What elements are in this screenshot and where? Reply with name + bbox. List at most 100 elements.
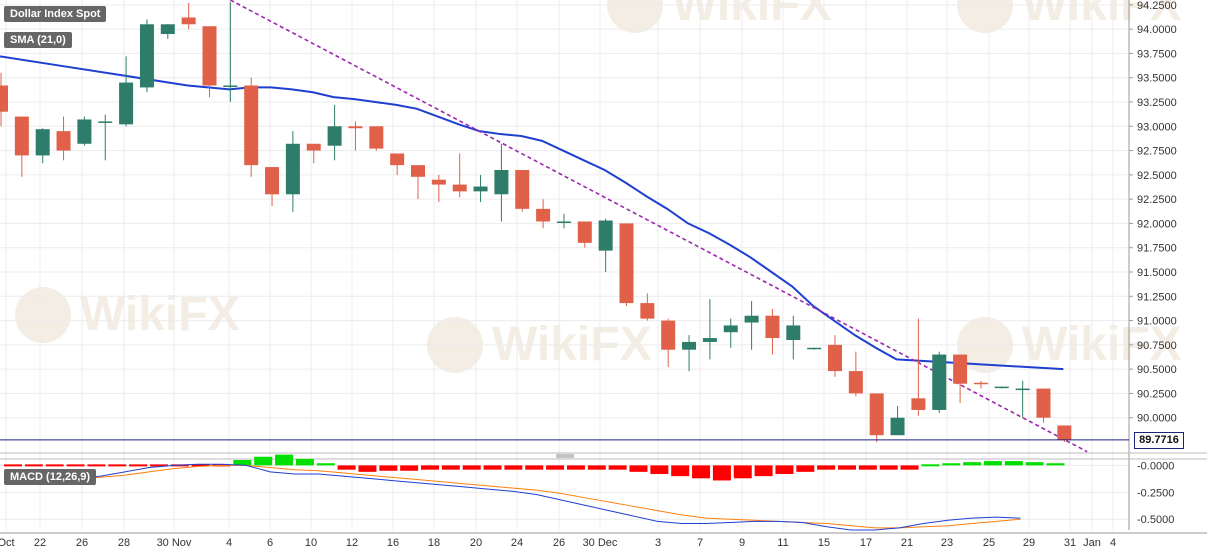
x-tick-label: 15 [818,537,830,549]
x-tick-label: 22 [34,537,46,549]
y-tick-label: 92.0000 [1137,218,1177,230]
candle-body [973,382,988,385]
x-tick-label: 18 [428,537,440,549]
x-tick-label: 29 [1023,537,1035,549]
macd-y-tick-label: -0.2500 [1137,487,1174,499]
candle-body [327,126,342,146]
macd-line [4,463,1021,531]
macd-histogram-bar [858,465,877,470]
candle-body [98,121,113,123]
candle-body [452,184,467,192]
macd-histogram-bar [337,465,356,470]
candle-body [932,354,947,410]
candle-body [598,220,613,251]
candle-body [265,167,280,195]
macd-histogram-bar [295,458,314,466]
macd-histogram-bar [942,463,961,466]
x-tick-label: 12 [346,537,358,549]
y-tick-label: 91.0000 [1137,316,1177,328]
x-tick-label: 23 [941,537,953,549]
macd-legend: MACD (12,26,9) [4,469,97,485]
candle-body [494,170,509,195]
y-tick-label: 93.0000 [1137,121,1177,133]
candle-body [786,325,801,340]
macd-histogram-bar [983,461,1002,466]
candle-body [556,221,571,223]
macd-histogram-bar [421,465,439,470]
candle-body [1015,388,1030,391]
candle-body [181,17,196,25]
candle-body [77,119,92,144]
macd-y-tick-label: -0.0000 [1137,460,1174,472]
sma-legend: SMA (21,0) [4,32,72,48]
macd-histogram-bar [254,456,273,466]
macd-histogram-bar [608,465,627,470]
macd-histogram-bar [45,464,64,467]
macd-histogram-bar [587,465,606,470]
candle-body [35,129,50,156]
macd-histogram-bar [629,465,648,472]
macd-histogram-bar [817,465,836,470]
x-tick-label: 7 [697,537,703,549]
x-tick-label: 4 [226,537,232,549]
y-tick-label: 91.7500 [1137,243,1177,255]
candle-body [536,208,551,222]
candle-body [577,221,592,243]
macd-histogram-bar [149,464,168,467]
candle-body [661,320,676,350]
candle-body [619,223,634,304]
x-tick-label: 21 [901,537,913,549]
watermark-text: WikiFX [80,288,240,341]
macd-histogram-bar [921,464,940,467]
macd-histogram-bar [441,465,460,470]
y-tick-label: 93.5000 [1137,73,1177,85]
watermark-logo [957,0,1013,33]
candle-body [348,126,363,129]
watermark-logo [15,287,71,343]
candle-body [0,85,8,112]
watermark: WikiFX [957,0,1182,33]
candle-body [848,371,863,394]
macd-histogram-bar [733,465,752,479]
macd-histogram-bar [129,464,148,467]
y-tick-label: 94.0000 [1137,24,1177,36]
y-tick-label: 91.2500 [1137,291,1177,303]
macd-histogram-bar [963,462,982,466]
macd-histogram-bar [233,460,252,466]
macd-histogram-bar [379,465,398,471]
macd-histogram-bar [1025,462,1044,466]
x-tick-label: 3 [655,537,661,549]
candle-body [369,126,384,149]
macd-histogram-bar [4,464,22,467]
candle-body [723,325,738,333]
x-tick-label: 16 [387,537,399,549]
candle-body [473,186,488,192]
macd-histogram-bar [775,465,794,474]
candle-body [702,338,717,342]
candle-body [911,398,926,410]
macd-histogram-bar [879,465,898,470]
x-tick-label: Oct [0,537,15,549]
candle-body [682,341,697,350]
candle-body [431,179,446,185]
candle-body [244,85,259,166]
y-tick-label: 93.7500 [1137,48,1177,60]
candle-body [411,165,425,177]
x-tick-label: 24 [511,537,523,549]
watermark: WikiFX [15,287,240,343]
macd-histogram-bar [1046,463,1065,466]
candle-body [119,82,134,125]
candle-body [828,344,842,372]
y-tick-label: 92.2500 [1137,194,1177,206]
macd-histogram-bar [692,465,711,479]
macd-histogram-bar [566,465,585,470]
x-tick-label: 20 [470,537,482,549]
y-tick-label: 93.2500 [1137,97,1177,109]
candle-body [56,131,71,151]
y-tick-label: 92.7500 [1137,146,1177,158]
macd-histogram-bar [66,464,85,467]
x-tick-label: 17 [860,537,872,549]
macd-histogram-bar [87,464,106,467]
